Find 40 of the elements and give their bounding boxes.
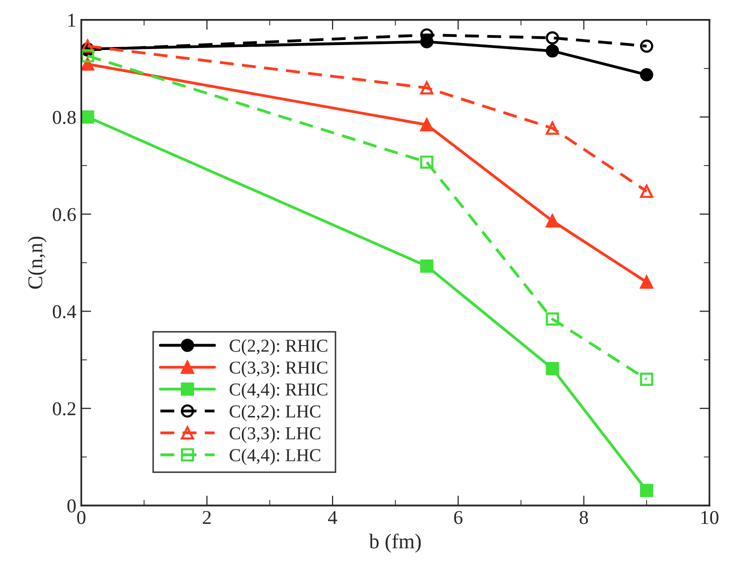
- point: [640, 372, 654, 386]
- x-tick-label: 6: [454, 511, 462, 524]
- x-tick-label: 10: [701, 510, 718, 524]
- point: [420, 118, 434, 132]
- y-tick-label: 1: [68, 14, 76, 27]
- point: [546, 312, 560, 326]
- y-tick-label: 0.6: [52, 208, 76, 222]
- point: [81, 57, 94, 71]
- point: [640, 40, 654, 53]
- legend-label: C(2,2): LHC: [230, 404, 320, 422]
- y-tick-label: 0.4: [52, 305, 76, 318]
- y-tick-label: 0.8: [52, 110, 76, 124]
- point: [640, 184, 654, 198]
- point: [546, 362, 560, 376]
- y-tick-label: 0.2: [52, 402, 76, 416]
- legend-label: C(4,4): RHIC: [230, 382, 328, 400]
- point: [420, 81, 434, 94]
- point: [420, 260, 434, 273]
- x-tick-label: 8: [580, 510, 588, 524]
- x-tick-label: 4: [328, 511, 338, 524]
- y-axis-title: C(n,n): [28, 236, 47, 289]
- point: [640, 68, 654, 82]
- legend-label: C(3,3): RHIC: [230, 361, 328, 378]
- point: [420, 156, 434, 169]
- legend-label: C(3,3): LHC: [230, 426, 320, 444]
- x-axis-title: b (fm): [369, 534, 421, 553]
- point: [81, 40, 94, 53]
- point: [640, 484, 654, 498]
- point: [546, 214, 560, 228]
- x-tick-label: 0: [77, 510, 86, 524]
- legend-label: C(2,2): RHIC: [230, 339, 328, 356]
- legend-label: C(4,4): LHC: [230, 448, 320, 465]
- y-tick-label: 0: [67, 499, 76, 512]
- point: [546, 122, 560, 135]
- point: [81, 49, 94, 62]
- point: [546, 31, 560, 44]
- x-tick-label: 2: [202, 511, 211, 524]
- point: [81, 110, 94, 124]
- point: [640, 276, 654, 289]
- point: [546, 44, 560, 58]
